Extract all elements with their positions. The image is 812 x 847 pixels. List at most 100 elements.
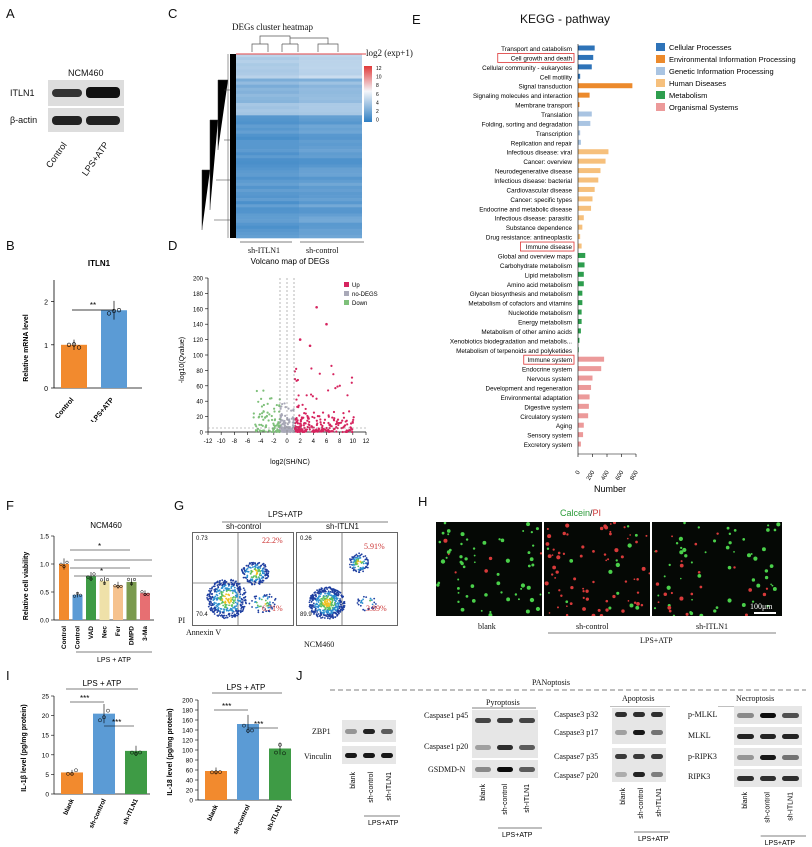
blot-band	[381, 728, 393, 734]
flow-event	[323, 603, 326, 606]
volcano-point-down	[258, 413, 261, 416]
volcano-xtick: 2	[298, 439, 302, 445]
volcano-xtick: -2	[271, 439, 277, 445]
flow-event	[328, 598, 330, 601]
flow-event	[358, 552, 361, 555]
flow-event	[365, 558, 368, 561]
flow-event	[309, 596, 312, 599]
flow-event	[357, 600, 360, 602]
volcano-point-up	[297, 427, 301, 430]
blot-band	[737, 733, 754, 739]
volcano-point-up	[337, 423, 340, 427]
flow-event	[229, 589, 231, 592]
pi-cell	[667, 605, 672, 610]
flow-event	[224, 606, 226, 609]
calcein-cell	[548, 591, 550, 594]
volcano-point-up	[296, 419, 299, 422]
flow-event	[209, 587, 211, 590]
volcano-point-up	[323, 418, 327, 421]
pi-cell	[597, 608, 601, 612]
calcein-cell	[699, 613, 704, 618]
calcein-cell	[539, 593, 542, 596]
il1b-point	[106, 708, 110, 713]
kegg-category-36: Development and regeneration	[486, 385, 573, 392]
flow-event	[329, 600, 332, 603]
volcano-point-down	[270, 414, 273, 418]
il1b-xtick-0: blank	[62, 798, 76, 817]
heatmap-scale-tick: 10	[376, 75, 382, 81]
volcano-point-up	[311, 395, 314, 398]
flow-event	[240, 569, 243, 572]
flow-event	[268, 610, 271, 613]
il1b-point	[102, 715, 106, 720]
flow-event	[252, 576, 254, 579]
volcano-point-up	[293, 378, 297, 381]
calcein-cell	[459, 555, 463, 559]
volcano-point-up	[330, 364, 333, 368]
flow-event	[231, 598, 234, 601]
flow-event	[220, 608, 223, 610]
heatmap-cell	[236, 60, 299, 64]
pi-cell	[671, 535, 673, 538]
volcano-point-up	[319, 421, 322, 424]
flow-event	[255, 576, 258, 579]
lane-label-1-2: sh-ITLN1	[524, 784, 531, 813]
pi-cell	[716, 532, 719, 535]
volcano-point-down	[265, 414, 269, 418]
flow-event	[208, 597, 211, 600]
flow-event	[264, 570, 266, 573]
panel-b-ytick: 2	[44, 300, 48, 307]
kegg-bar-38	[578, 403, 589, 409]
il18-ylabel: IL-18 level (pg/mg protein)	[167, 708, 174, 795]
volcano-point-down	[273, 426, 276, 429]
il1b-point	[70, 771, 74, 776]
panel-b-title: ITLN1	[88, 259, 111, 268]
il18-point	[274, 750, 278, 755]
calcein-cell	[764, 569, 769, 573]
heatmap-cell	[299, 139, 362, 144]
flow-event	[256, 578, 259, 581]
heatmap-cell	[236, 69, 299, 73]
kegg-category-10: Replication and repair	[511, 140, 572, 147]
flow-event	[239, 593, 242, 596]
volcano-point-up	[295, 427, 298, 430]
lane-label-0-1: sh-control	[368, 772, 375, 803]
heatmap-cell	[299, 185, 362, 190]
flow-event	[213, 590, 216, 593]
pi-cell	[609, 532, 612, 536]
volcano-point-up	[320, 428, 323, 431]
flow-event	[221, 584, 224, 587]
calcein-cell	[457, 578, 460, 581]
flow-event	[240, 601, 243, 604]
kegg-category-38: Digestive system	[524, 404, 572, 411]
flow-label-sh-control: sh-control	[226, 522, 262, 531]
flow-event	[353, 568, 355, 571]
lane-label-3-1: sh-control	[765, 792, 772, 823]
heatmap-cell	[299, 173, 362, 177]
flow-event	[310, 595, 313, 598]
micro-image-blank	[436, 521, 543, 618]
flow-event	[259, 572, 262, 575]
flow-event	[364, 555, 367, 557]
flow-event	[335, 600, 337, 602]
flow-event	[227, 593, 230, 596]
flow-event	[230, 614, 233, 617]
flow-event	[264, 608, 267, 611]
flow-event	[328, 617, 331, 620]
flow-event	[233, 582, 236, 584]
blot-band	[363, 728, 375, 734]
blot-band	[615, 753, 627, 759]
flow-event	[218, 602, 220, 605]
flow-event	[210, 606, 213, 609]
calcein-cell	[751, 600, 755, 603]
calcein-cell	[505, 558, 510, 563]
pi-cell	[690, 592, 694, 596]
pi-cell	[640, 603, 644, 607]
flow-event	[231, 592, 234, 594]
panel-f-ytick: 1.0	[40, 562, 49, 569]
calcein-cell	[751, 578, 756, 582]
flow-plot-sh-control	[192, 532, 294, 626]
flow-event	[360, 553, 363, 556]
panel-f-point	[89, 577, 93, 581]
kegg-bar-9	[578, 130, 581, 136]
